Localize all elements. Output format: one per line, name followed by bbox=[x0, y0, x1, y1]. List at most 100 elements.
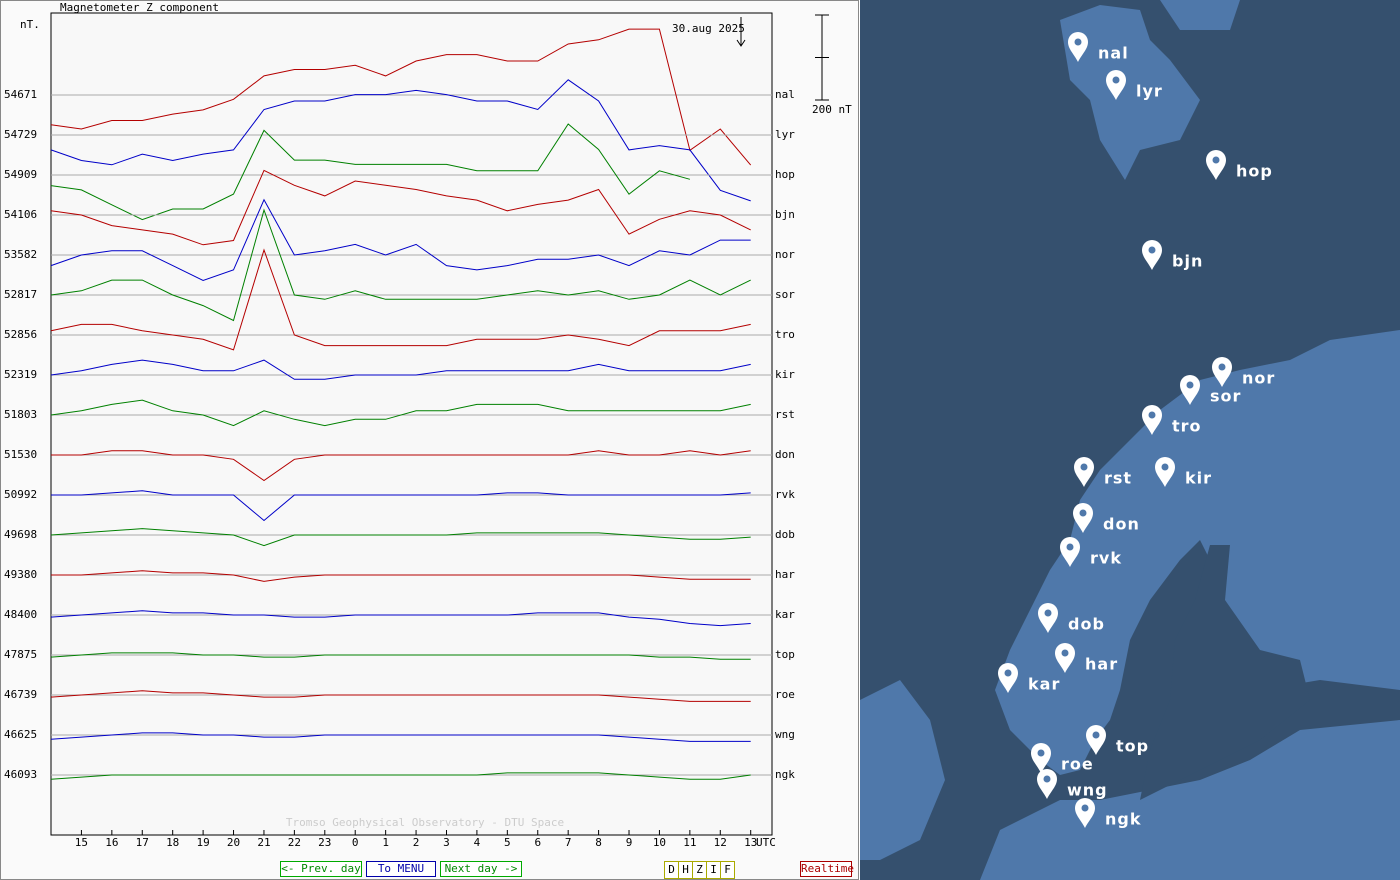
component-button[interactable]: F bbox=[720, 862, 734, 878]
prev-day-button[interactable]: <- Prev. day bbox=[280, 861, 362, 877]
credit: Tromso Geophysical Observatory - DTU Spa… bbox=[286, 816, 564, 829]
trace bbox=[51, 490, 751, 522]
trace bbox=[50, 772, 751, 780]
x-tick-label: 19 bbox=[196, 836, 209, 849]
station-pin bbox=[1206, 150, 1226, 180]
station-name: ngk bbox=[1105, 810, 1141, 829]
station-pin bbox=[1055, 643, 1075, 673]
now-arrow-head bbox=[736, 39, 746, 47]
station-label: tro bbox=[775, 328, 795, 341]
pin-hole bbox=[1081, 804, 1089, 812]
trace bbox=[50, 198, 751, 282]
station-pin bbox=[1142, 405, 1162, 435]
baseline-label: 47875 bbox=[4, 648, 37, 661]
station-name: sor bbox=[1210, 387, 1241, 406]
station-label: lyr bbox=[775, 128, 795, 141]
baseline-label: 52817 bbox=[4, 288, 37, 301]
x-tick-label: 11 bbox=[683, 836, 696, 849]
pin-hole bbox=[1074, 38, 1082, 46]
pin-hole bbox=[1186, 381, 1194, 389]
baseline-label: 54106 bbox=[4, 208, 37, 221]
menu-button[interactable]: To MENU bbox=[366, 861, 436, 877]
trace bbox=[50, 399, 751, 427]
station-label: kir bbox=[775, 368, 795, 381]
station-pin bbox=[1074, 457, 1094, 487]
pin-hole bbox=[1212, 156, 1220, 164]
x-tick-label: 12 bbox=[714, 836, 727, 849]
station-pin bbox=[1031, 743, 1051, 773]
trace bbox=[51, 450, 751, 482]
station-pin bbox=[1060, 537, 1080, 567]
pin-hole bbox=[1161, 463, 1169, 471]
realtime-button[interactable]: Realtime bbox=[800, 861, 854, 877]
component-button[interactable]: D bbox=[668, 863, 675, 876]
x-tick-label: 13 bbox=[744, 836, 757, 849]
station-label: top bbox=[775, 648, 795, 661]
baseline-label: 46625 bbox=[4, 728, 37, 741]
x-tick-label: 5 bbox=[504, 836, 511, 849]
station-pin bbox=[998, 663, 1018, 693]
station-label: hop bbox=[775, 168, 795, 181]
pin-hole bbox=[1112, 76, 1120, 84]
pin-hole bbox=[1092, 731, 1100, 739]
pin-hole bbox=[1044, 609, 1052, 617]
baseline-label: 53582 bbox=[4, 248, 37, 261]
pin-hole bbox=[1061, 649, 1069, 657]
pin-hole bbox=[1148, 411, 1156, 419]
trace bbox=[50, 690, 751, 702]
baseline-label: 52319 bbox=[4, 368, 37, 381]
y-unit: nT. bbox=[20, 18, 40, 31]
x-tick-label: 22 bbox=[288, 836, 301, 849]
next-day-button[interactable]: Next day -> bbox=[440, 861, 522, 877]
station-name: lyr bbox=[1136, 82, 1163, 101]
baseline-label: 51530 bbox=[4, 448, 37, 461]
baseline-label: 54671 bbox=[4, 88, 37, 101]
station-pin bbox=[1037, 769, 1057, 799]
x-tick-label: 3 bbox=[443, 836, 450, 849]
baseline-label: 48400 bbox=[4, 608, 37, 621]
station-name: dob bbox=[1068, 615, 1105, 634]
baseline-label: 50992 bbox=[4, 488, 37, 501]
station-name: rvk bbox=[1090, 549, 1122, 568]
station-label: nal bbox=[775, 88, 795, 101]
component-button[interactable]: Z bbox=[692, 862, 706, 878]
magnetogram: Magnetometer Z component nT. 30.aug 2025… bbox=[0, 0, 859, 880]
trace bbox=[50, 208, 751, 322]
x-tick-label: 20 bbox=[227, 836, 240, 849]
station-name: rst bbox=[1104, 469, 1132, 488]
baseline-label: 46093 bbox=[4, 768, 37, 781]
x-tick-label: 1 bbox=[382, 836, 389, 849]
station-name: bjn bbox=[1172, 252, 1203, 271]
trace bbox=[50, 528, 751, 547]
trace bbox=[51, 570, 751, 582]
trace bbox=[50, 28, 752, 166]
station-name: nor bbox=[1242, 369, 1275, 388]
trace bbox=[50, 79, 751, 202]
pin-hole bbox=[1079, 509, 1087, 517]
component-button[interactable]: H bbox=[678, 862, 692, 878]
station-pin bbox=[1142, 240, 1162, 270]
x-tick-label: 9 bbox=[626, 836, 633, 849]
plot-frame bbox=[50, 12, 773, 836]
station-pin bbox=[1073, 503, 1093, 533]
trace bbox=[50, 359, 751, 380]
station-label: roe bbox=[775, 688, 795, 701]
station-pin bbox=[1106, 70, 1126, 100]
component-button[interactable]: I bbox=[706, 862, 720, 878]
trace bbox=[50, 169, 751, 246]
trace bbox=[50, 123, 691, 221]
pin-hole bbox=[1037, 749, 1045, 757]
station-name: kir bbox=[1185, 469, 1212, 488]
station-label: rvk bbox=[775, 488, 795, 501]
pin-hole bbox=[1066, 543, 1074, 551]
x-tick-label: 15 bbox=[75, 836, 88, 849]
station-pin bbox=[1155, 457, 1175, 487]
pin-hole bbox=[1148, 246, 1156, 254]
scale-bar-label: 200 nT bbox=[812, 103, 852, 116]
station-name: hop bbox=[1236, 162, 1273, 181]
station-name: top bbox=[1116, 737, 1149, 756]
station-label: har bbox=[775, 568, 795, 581]
